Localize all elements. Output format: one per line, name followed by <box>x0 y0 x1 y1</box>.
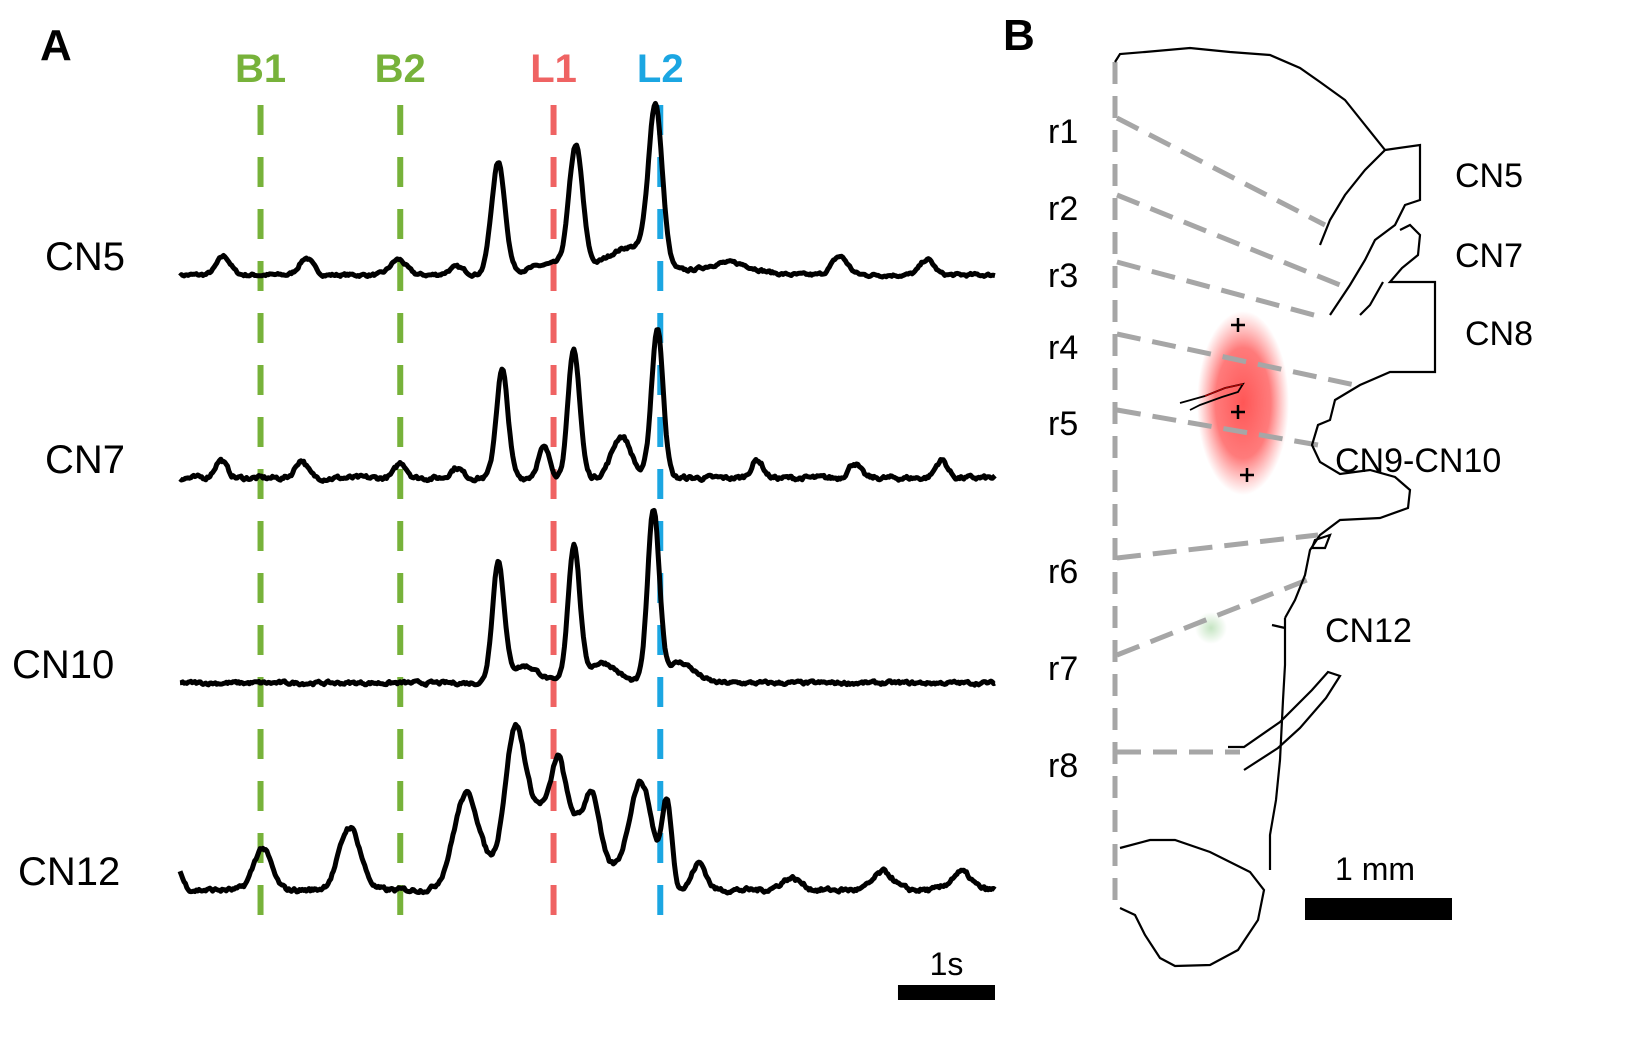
marker-label-l1: L1 <box>530 47 577 91</box>
panel-a-traces: A B1 B2 L1 L2 CN5 CN7 CN10 CN12 1s <box>12 21 997 1000</box>
time-scale-bar-line <box>897 985 995 1000</box>
boundary-r6 <box>1116 532 1319 561</box>
trace-label-cn7: CN7 <box>45 438 125 482</box>
distance-scale-bar: 1 mm <box>1305 851 1452 920</box>
faint-green-spot <box>1195 612 1227 644</box>
trace-cn12 <box>177 721 997 896</box>
boundary-r1 <box>1115 115 1327 228</box>
medulla-outline <box>1268 618 1287 870</box>
nerve-label-cn7: CN7 <box>1455 237 1523 275</box>
time-scale-bar: 1s <box>897 946 995 1000</box>
trace-cn5 <box>178 100 997 280</box>
nerve-traces <box>177 100 997 896</box>
trace-label-cn12: CN12 <box>18 850 120 894</box>
cn9-10-root <box>1310 533 1332 550</box>
panel-b-brainstem-diagram: B r1 r2 r3 r4 r5 r6 r7 r8 CN5 CN7 CN8 CN9-CN10 CN12… <box>1003 11 1533 968</box>
rhombomere-label-r5: r5 <box>1048 405 1078 443</box>
time-scale-label: 1s <box>930 946 964 982</box>
spinal-cord-outline <box>1119 838 1266 968</box>
distance-scale-label: 1 mm <box>1335 851 1415 887</box>
trace-cn7 <box>178 327 997 484</box>
trace-label-cn5: CN5 <box>45 235 125 279</box>
rhombomere-label-r7: r7 <box>1048 650 1078 688</box>
panel-a-letter: A <box>40 21 72 70</box>
trace-label-cn10: CN10 <box>12 643 114 687</box>
stimulation-site-2 <box>1231 405 1245 419</box>
nerve-labels: CN5 CN7 CN8 CN9-CN10 CN12 <box>1325 157 1533 650</box>
rhombomere-label-r6: r6 <box>1048 553 1078 591</box>
stimulation-site-1 <box>1231 318 1245 332</box>
brainstem-outline <box>1114 46 1437 619</box>
rhombomere-label-r8: r8 <box>1048 747 1078 785</box>
nerve-label-cn12: CN12 <box>1325 612 1412 650</box>
nerve-label-cn8: CN8 <box>1465 315 1533 353</box>
marker-label-l2: L2 <box>637 47 684 91</box>
trace-labels: CN5 CN7 CN10 CN12 <box>12 235 125 894</box>
stimulation-site-3 <box>1240 468 1254 482</box>
trace-cn10 <box>178 507 997 688</box>
electrode-track-highlight <box>1204 383 1244 397</box>
nerve-label-cn9-cn10: CN9-CN10 <box>1335 442 1501 480</box>
distance-scale-bar-line <box>1305 898 1452 920</box>
boundary-r3 <box>1116 259 1326 321</box>
panel-b-letter: B <box>1003 11 1035 60</box>
event-markers: B1 B2 L1 L2 <box>235 47 684 920</box>
cn12-root <box>1228 670 1342 771</box>
marker-label-b1: B1 <box>235 47 286 91</box>
rhombomere-label-r1: r1 <box>1048 113 1078 151</box>
rhombomere-label-r4: r4 <box>1048 329 1078 367</box>
boundary-r2 <box>1116 192 1346 290</box>
stimulation-hotspot <box>1197 311 1289 495</box>
rhombomere-label-r3: r3 <box>1048 257 1078 295</box>
nerve-label-cn5: CN5 <box>1455 157 1523 195</box>
rhombomere-labels: r1 r2 r3 r4 r5 r6 r7 r8 <box>1048 113 1078 785</box>
boundary-r4 <box>1116 331 1356 388</box>
marker-label-b2: B2 <box>375 47 426 91</box>
rhombomere-boundaries <box>1115 115 1356 755</box>
rhombomere-label-r2: r2 <box>1048 190 1078 228</box>
stimulation-sites <box>1231 318 1254 482</box>
